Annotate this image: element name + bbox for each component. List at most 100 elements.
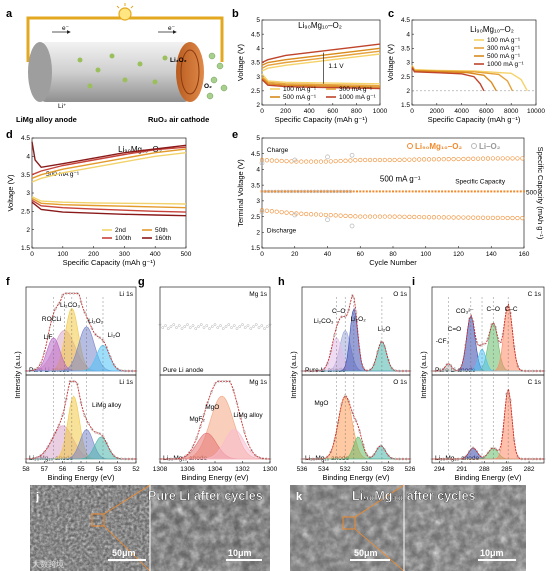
xps-raw-point [486,337,490,341]
li90-capacity-point [483,190,486,193]
y-tick-label: 3 [26,190,30,197]
y-axis-title: Voltage (V) [6,174,15,212]
xps-raw-point [300,457,304,461]
peak-label-top: LiF [43,334,52,341]
xps-raw-point [365,369,369,372]
sem-j-scale-right: 10μm [228,548,252,558]
xps-raw-point [131,369,134,373]
anode-disc [28,42,52,102]
charge-line-3 [31,141,187,169]
li90-capacity-point [428,190,431,193]
li-capacity-point [293,189,297,194]
spectrum-title-bottom: C 1s [528,379,542,386]
x-axis-title: Binding Energy (eV) [322,473,390,482]
xps-raw-point [261,457,264,460]
li90-discharge-point [397,214,402,219]
xps-fit-envelope [26,380,136,460]
li-capacity-point [286,189,290,194]
discharge-line-1 [261,76,381,87]
li90-charge-point [426,157,432,162]
legend-c-3-label: 1000 mA g⁻¹ [487,61,525,68]
xps-raw-point [54,307,57,311]
xps-raw-point [177,457,180,460]
panel-b-rate-voltage-chart: 0 200 400 600 800 1000 2 2.5 3 3.5 4 4.5 5 Specific C… [236,17,388,124]
xps-raw-point [527,457,531,461]
x-tick-label: 534 [318,466,329,473]
xps-raw-point [438,369,441,373]
xps-raw-point [482,455,486,459]
xps-raw-point [39,454,42,457]
li90-capacity-point [267,190,270,193]
li90-charge-point [490,156,495,161]
xps-frame-bottom [301,374,411,464]
x-tick-label: 6000 [479,108,494,115]
li90-discharge-point [480,215,486,220]
xps-raw-point [304,369,307,373]
y-tick-label: 2 [256,102,260,109]
xps-raw-point [372,453,376,456]
y-tick-label: 4.5 [251,151,260,158]
y-axis-title: Intensity (a.u.) [13,351,22,399]
li90-charge-point [284,159,289,164]
sem-j-scale-left: 50μm [112,548,136,558]
xps-raw-point [72,379,75,383]
xps-raw-point [322,457,325,460]
xps-raw-point [68,379,72,383]
y-tick-label: 5 [256,17,260,24]
li-charge-point [349,152,355,158]
xps-raw-point [177,324,181,327]
li90-capacity-point [447,190,450,193]
xps-raw-point [535,457,538,461]
li-charge-point [325,154,330,160]
xps-raw-point [46,334,50,338]
spectrum-title-top: Mg 1s [249,291,267,298]
li90-charge-point [515,156,520,161]
li90-capacity-point [493,190,496,193]
xps-raw-point [239,416,242,420]
xps-raw-point [43,351,46,354]
li90-capacity-point [441,190,444,193]
xps-raw-point [232,388,235,392]
panel-letter-a: a [6,8,13,20]
xps-raw-point [105,346,108,349]
li90-discharge-point [333,213,338,218]
xps-raw-point [98,432,101,435]
current-annotation: 500 mA g⁻¹ [380,174,421,183]
xps-raw-point [347,308,351,312]
xps-raw-point [54,431,57,434]
legend-c-2-label: 500 mA g⁻¹ [487,53,521,60]
xps-raw-point [501,430,505,434]
legend-e-1-swatch [471,143,477,149]
xps-raw-point [61,293,64,297]
xps-raw-point [39,362,42,365]
li90-capacity-point [277,190,280,193]
li-capacity-point [302,189,307,194]
xps-raw-point [191,445,195,448]
panel-j-sem-image: j Pure Li after cycles 50μm 10μm 大数跨境 [30,484,270,571]
x-tick-label: 8000 [504,108,519,115]
oxygen-label: O₂ [204,83,212,90]
li-capacity-point [276,189,281,194]
xps-raw-point [208,327,211,330]
li-capacity-point [299,189,304,194]
xps-raw-point [524,457,527,461]
discharge-line-3 [261,78,381,90]
xps-raw-point [246,441,250,445]
xps-raw-point [268,323,272,326]
xps-raw-point [315,369,318,373]
li-capacity-point [312,189,317,194]
xps-raw-point [311,457,315,461]
panel-k-sem-image: k Li₉₀Mg₁₀ after cycles 50μm 10μm [290,484,526,571]
xps-raw-point [497,340,501,344]
xps-raw-point [68,291,72,295]
xps-raw-point [161,326,165,329]
li90-charge-point [436,157,441,162]
xps-raw-point [394,369,397,372]
xps-raw-point [475,450,479,453]
xps-raw-point [479,455,482,458]
xps-raw-point [379,444,383,448]
xps-frame-bottom [431,374,545,464]
li-capacity-point [332,189,336,194]
li90-discharge-point [490,215,495,220]
sem-j-low-mag [30,485,150,571]
